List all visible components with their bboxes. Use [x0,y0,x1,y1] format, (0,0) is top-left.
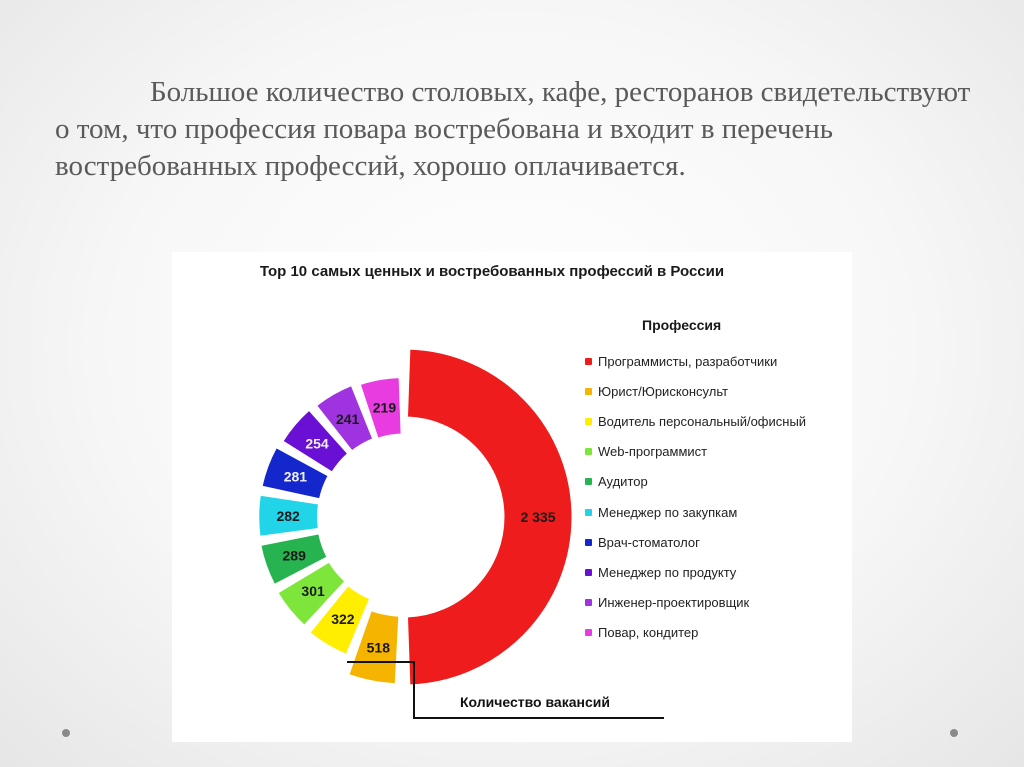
legend-item-10: Повар, кондитер [585,618,806,648]
chart-title: Top 10 самых ценных и востребованных про… [259,263,725,280]
slice-4 [277,561,346,626]
slide-text: Большое количество столовых, кафе, ресто… [55,76,971,182]
data-label-4: 301 [301,583,325,599]
data-label-7: 281 [284,469,308,485]
legend-swatch [585,568,592,576]
value-axis-label: Количество вакансий [460,694,610,710]
legend-swatch [585,629,592,637]
legend-item-6: Менеджер по закупкам [585,497,806,527]
prev-dot-icon[interactable] [62,729,70,737]
data-label-1: 2 335 [520,509,555,525]
legend-item-7: Врач-стоматолог [585,527,806,557]
legend-item-9: Инженер-проектировщик [585,588,806,618]
data-label-5: 289 [283,548,307,564]
chart-slices [258,348,573,686]
legend-swatch [585,538,592,546]
slice-10 [359,377,402,439]
slice-8 [282,409,349,473]
slice-3 [309,585,371,655]
legend-item-4: Web-программист [585,437,806,467]
donut-chart: 2 335 518 322 301 289 282 281 254 241 219 [258,348,664,719]
legend-title: Профессия [642,317,722,333]
legend-item-1: Программисты, разработчики [585,346,806,376]
legend-label: Повар, кондитер [598,625,699,641]
data-label-9: 241 [336,411,360,427]
data-label-8: 254 [305,436,329,452]
legend-item-5: Аудитор [585,467,806,497]
slice-6 [258,494,320,537]
slice-9 [315,384,374,452]
data-label-10: 219 [373,399,397,415]
legend-swatch [585,599,592,607]
slice-2 [348,610,400,685]
chart-panel: 2 335 518 322 301 289 282 281 254 241 219 Top 10 … [172,252,852,742]
legend-label: Юрист/Юрисконсульт [598,383,729,399]
legend-swatch [585,357,592,365]
legend-label: Врач-стоматолог [598,534,700,550]
legend-label: Web-программист [598,444,708,460]
legend-label: Программисты, разработчики [598,353,778,369]
legend-swatch [585,417,592,425]
legend-swatch [585,448,592,456]
legend-swatch [585,478,592,486]
legend-item-2: Юрист/Юрисконсульт [585,376,806,406]
data-label-3: 322 [331,611,355,627]
legend-label: Аудитор [598,474,648,490]
legend-item-8: Менеджер по продукту [585,557,806,587]
chart-slice-labels: 2 335 518 322 301 289 282 281 254 241 219 [276,399,555,655]
next-dot-icon[interactable] [950,729,958,737]
value-axis-leader-line [347,661,664,719]
legend-label: Инженер-проектировщик [598,595,750,611]
legend-swatch [585,387,592,395]
data-label-2: 518 [367,640,391,656]
legend-swatch [585,508,592,516]
slice-1 [406,348,573,686]
legend-label: Водитель персональный/офисный [598,413,807,429]
slice-7 [261,447,329,500]
legend: Программисты, разработчики Юрист/Юрисконс… [585,346,806,648]
legend-label: Менеджер по закупкам [598,504,738,520]
slice-5 [260,533,328,585]
data-label-6: 282 [276,508,300,524]
legend-label: Менеджер по продукту [598,564,737,580]
legend-item-3: Водитель персональный/офисный [585,406,806,436]
